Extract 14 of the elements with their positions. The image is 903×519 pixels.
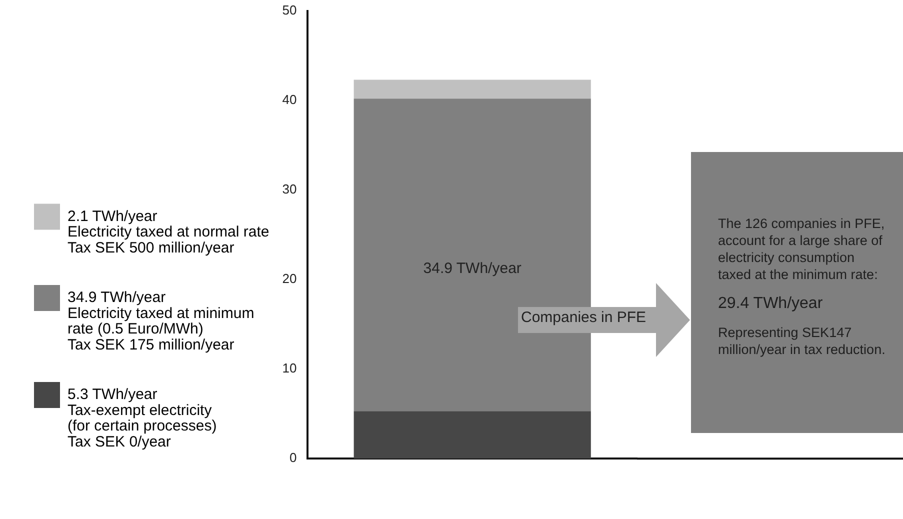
annotation: Companies in PFE <box>521 309 646 326</box>
y-tick-label: 10 <box>282 360 297 376</box>
y-tick-label: 0 <box>289 450 297 466</box>
text: 29.4 TWh/year <box>718 295 824 312</box>
data-label: 34.9 TWh/year <box>423 260 522 277</box>
legend-label: 5.3 TWh/year Tax-exempt electricity (for certain processes) Tax SEK 0/year <box>68 386 217 450</box>
legend-label: 34.9 TWh/year Electricity taxed at minimum rate (0.5 Euro/MWh) Tax SEK 175 million/year <box>68 289 254 354</box>
y-tick-label: 20 <box>282 271 297 286</box>
text: Representing SEK147 million/year in tax reduction. <box>718 324 886 358</box>
y-tick-label: 30 <box>282 182 297 196</box>
text: The 126 companies in PFE, account for a large share of electricity consumption taxed at the minimum rate: <box>718 215 886 283</box>
legend-label: 2.1 TWh/year Electricity taxed at normal rate Tax SEK 500 million/year <box>68 208 270 256</box>
y-tick-label: 50 <box>282 2 297 18</box>
y-tick-label: 40 <box>282 92 297 107</box>
